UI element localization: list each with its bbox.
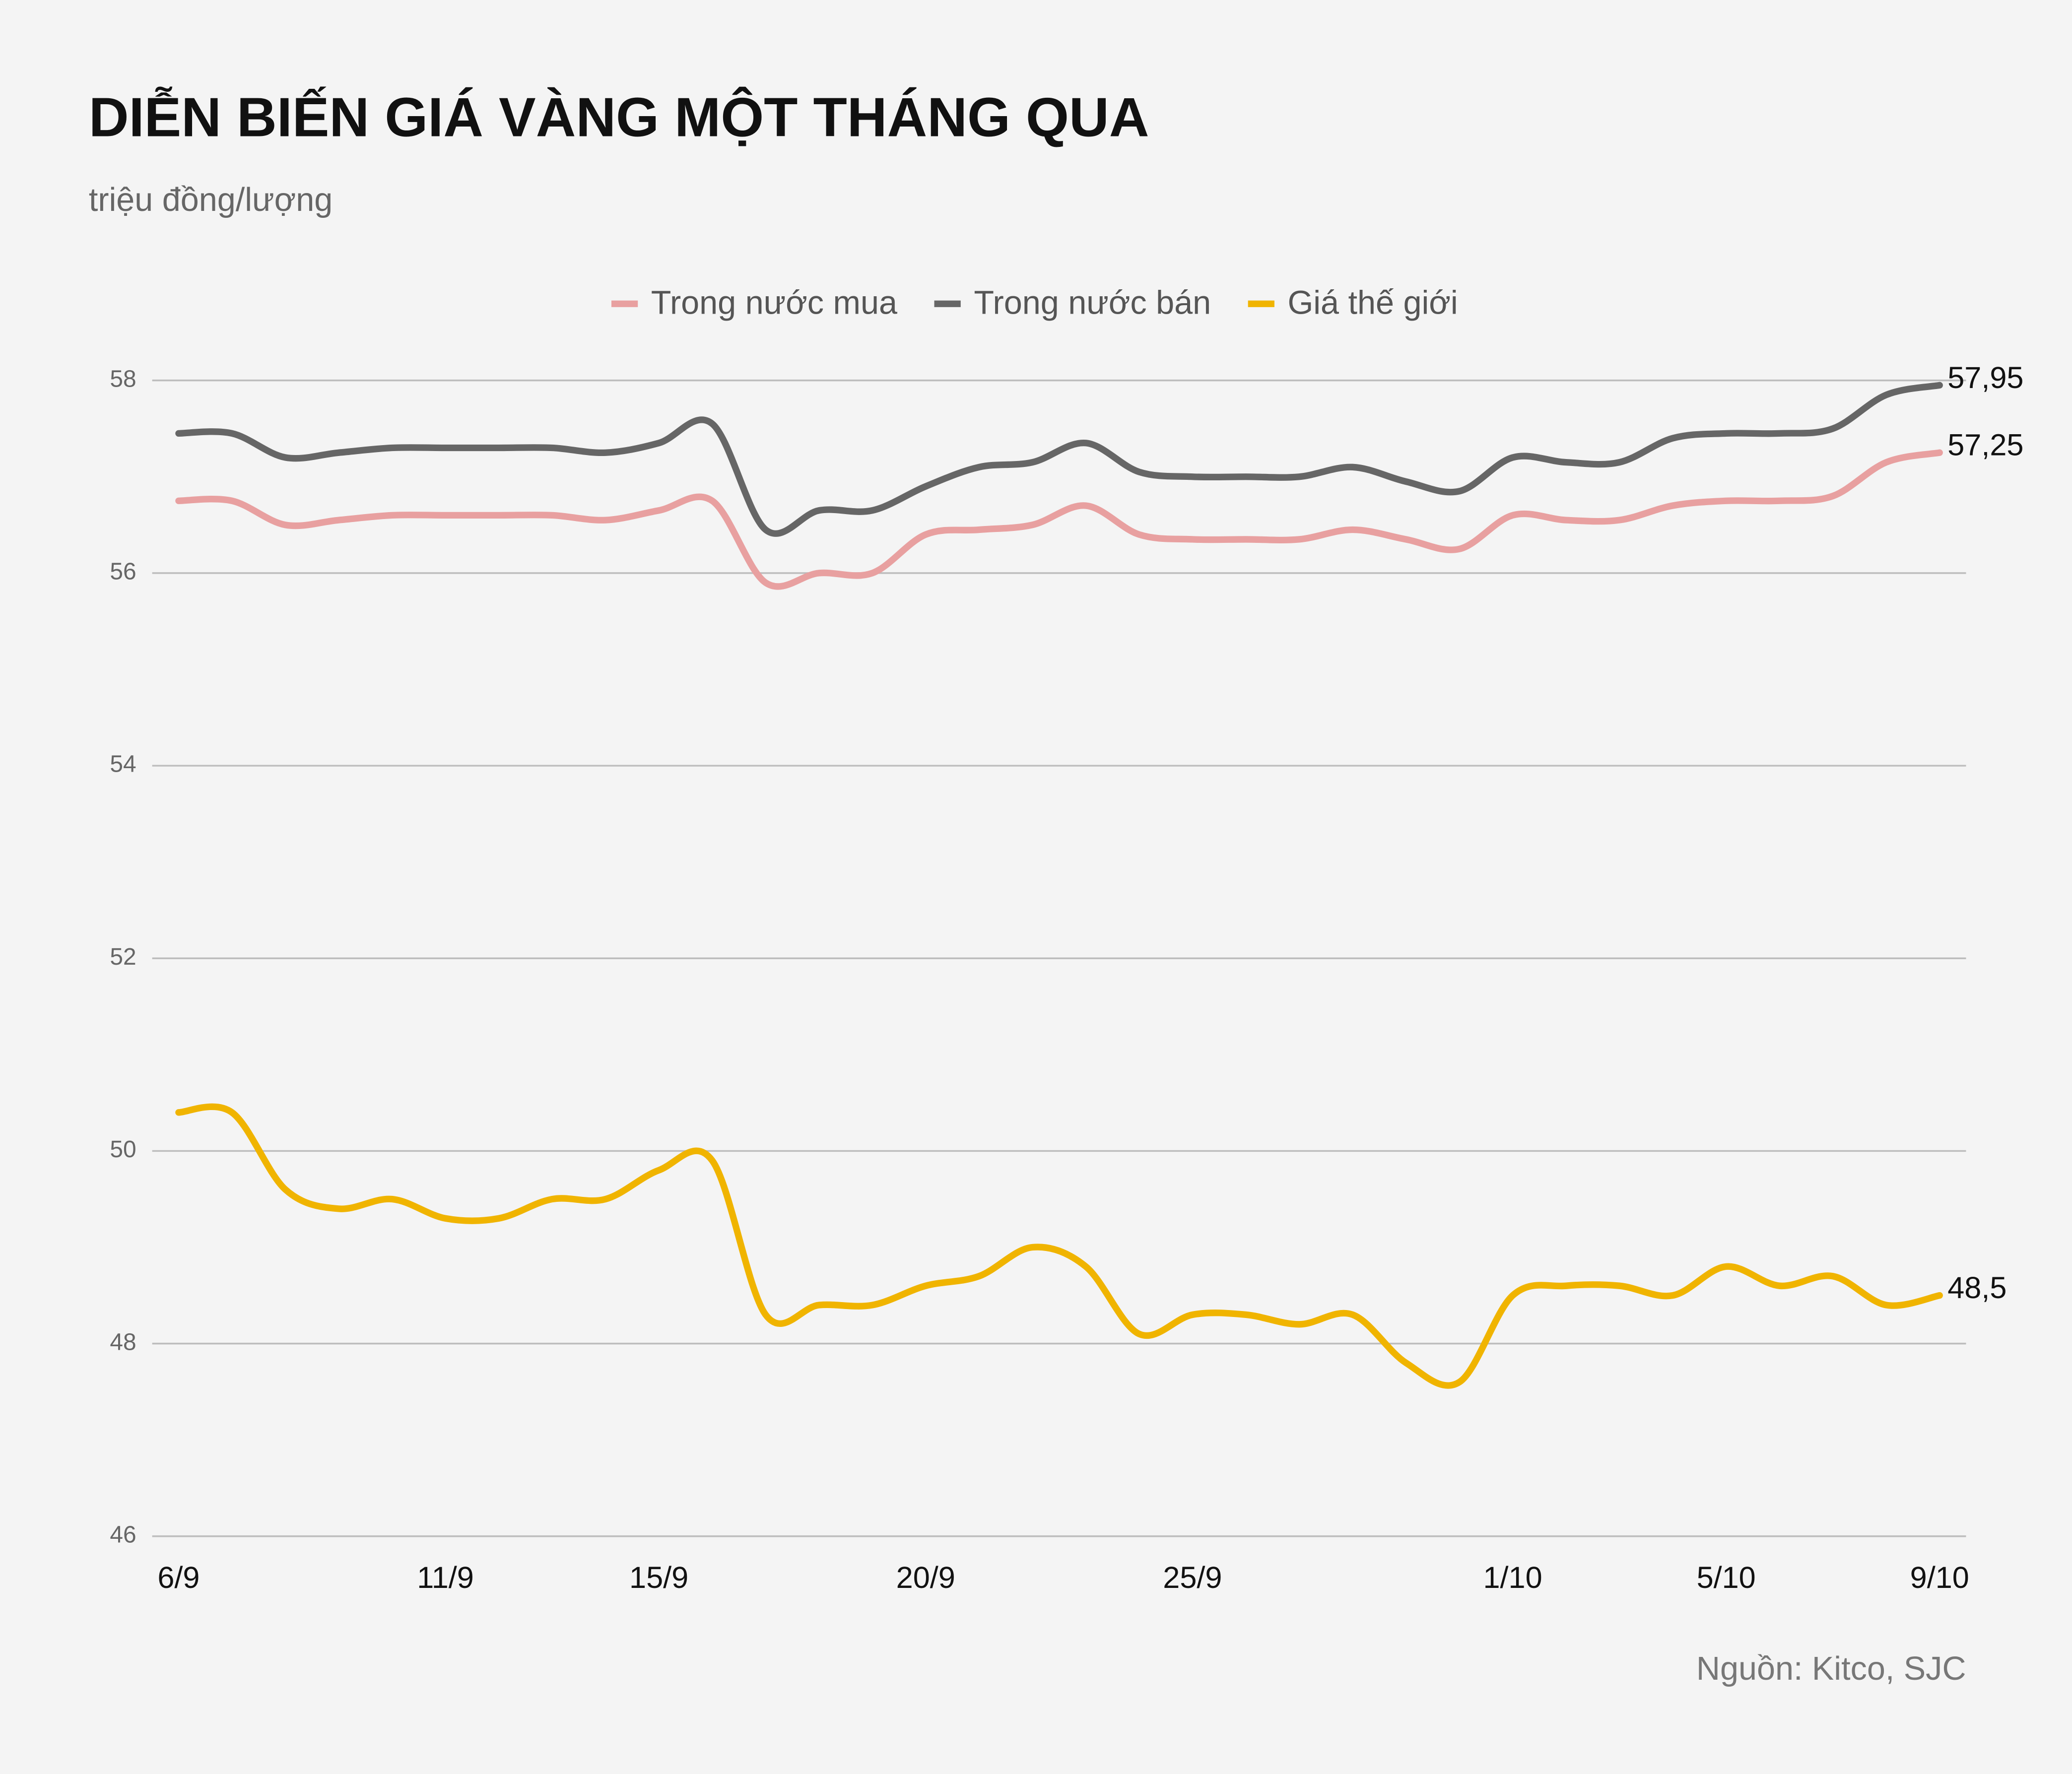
legend-label: Giá thế giới	[1288, 284, 1458, 321]
y-tick-label: 58	[110, 366, 136, 392]
y-tick-label: 52	[110, 944, 136, 970]
chart-title: DIỄN BIẾN GIÁ VÀNG MỘT THÁNG QUA	[89, 86, 1149, 148]
line	[175, 1103, 1943, 1389]
data-label: 48,5	[1947, 1271, 2006, 1305]
legend: Trong nước mua Trong nước bán Giá thế giới	[611, 284, 1458, 321]
line	[175, 382, 1943, 537]
line	[175, 449, 1943, 590]
y-tick-label: 50	[110, 1136, 136, 1163]
y-tick-label: 48	[110, 1329, 136, 1355]
data-label: 57,25	[1947, 428, 2023, 462]
x-tick-label: 11/9	[417, 1561, 474, 1594]
y-tick-label: 54	[110, 751, 136, 778]
x-tick-label: 20/9	[896, 1561, 955, 1594]
y-tick-label: 56	[110, 558, 136, 585]
chart-subtitle: triệu đồng/lượng	[89, 182, 333, 218]
legend-label: Trong nước bán	[974, 284, 1211, 321]
x-tick-label: 6/9	[157, 1561, 200, 1594]
data-label: 57,95	[1947, 361, 2023, 394]
x-tick-label: 15/9	[629, 1561, 688, 1594]
x-tick-label: 25/9	[1163, 1561, 1222, 1594]
source-note: Nguồn: Kitco, SJC	[1696, 1650, 1966, 1687]
y-tick-label: 46	[110, 1522, 136, 1548]
x-tick-label: 9/10	[1910, 1561, 1969, 1594]
legend-label: Trong nước mua	[651, 284, 897, 321]
x-tick-label: 1/10	[1483, 1561, 1542, 1594]
x-tick-label: 5/10	[1697, 1561, 1756, 1594]
